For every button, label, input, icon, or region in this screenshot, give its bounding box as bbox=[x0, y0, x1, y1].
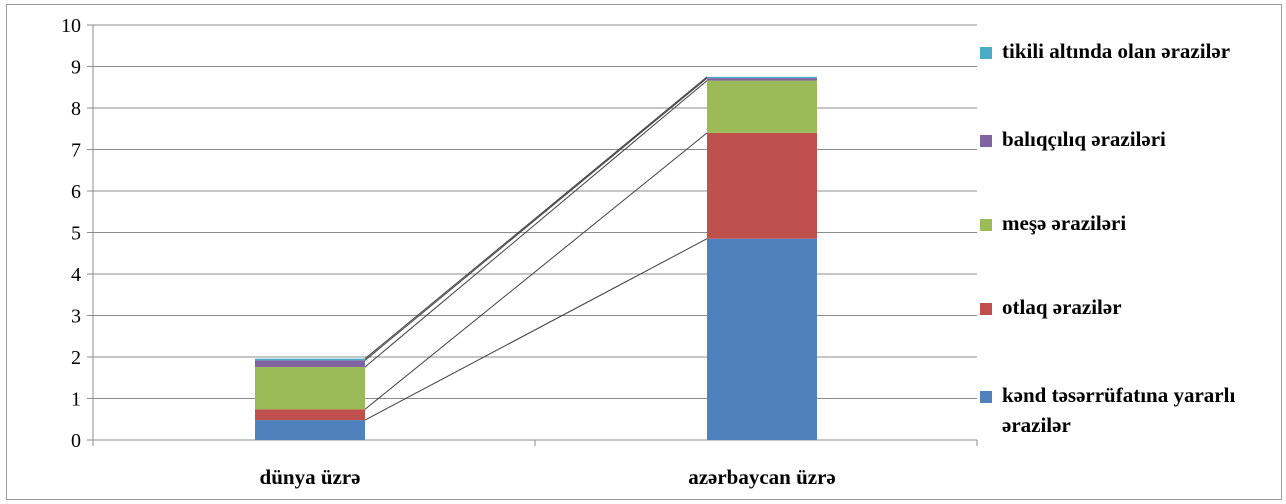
y-tick-label: 10 bbox=[61, 15, 81, 37]
x-category-label: azərbaycan üzrə bbox=[688, 465, 836, 489]
legend-label: kənd təsərrüfatına yararlı ərazilər bbox=[1002, 383, 1236, 437]
tick-labels: 0 1 2 3 4 5 6 7 8 9 10 dünya üzrə azərbaycan üzrə bbox=[61, 15, 836, 489]
legend-label: otlaq ərazilər bbox=[1002, 295, 1122, 319]
y-tick-label: 2 bbox=[71, 347, 81, 369]
legend-label: meşə əraziləri bbox=[1002, 211, 1127, 235]
series-line bbox=[364, 80, 708, 368]
bar-segment bbox=[707, 80, 817, 133]
bar-segment bbox=[255, 358, 365, 361]
y-tick-label: 4 bbox=[71, 264, 81, 286]
bar-segment bbox=[255, 420, 365, 440]
y-tick-label: 3 bbox=[71, 306, 81, 328]
y-tick-label: 1 bbox=[71, 389, 81, 411]
legend-label: tikili altında olan ərazilər bbox=[1002, 39, 1231, 63]
series-lines bbox=[364, 76, 708, 421]
series-line bbox=[364, 77, 708, 361]
y-tick-label: 8 bbox=[71, 98, 81, 120]
series-line bbox=[364, 238, 708, 421]
bar-segment bbox=[255, 409, 365, 421]
bar-segment bbox=[707, 132, 817, 239]
legend-label: balıqçılıq əraziləri bbox=[1002, 127, 1166, 151]
series-line bbox=[364, 76, 708, 360]
legend-swatch bbox=[980, 135, 992, 147]
y-tick-label: 6 bbox=[71, 181, 81, 203]
gridlines bbox=[93, 24, 977, 399]
bars bbox=[255, 76, 817, 440]
legend-swatch bbox=[980, 47, 992, 59]
chart-frame bbox=[6, 4, 1282, 500]
bar-segment bbox=[255, 360, 365, 367]
bar-segment bbox=[707, 78, 817, 81]
legend-swatch bbox=[980, 219, 992, 231]
bar-segment bbox=[707, 76, 817, 79]
legend-swatch bbox=[980, 303, 992, 315]
legend-swatch bbox=[980, 391, 992, 403]
y-tick-label: 0 bbox=[71, 430, 81, 452]
bar-segment bbox=[255, 366, 365, 410]
series-line bbox=[364, 132, 708, 410]
bar-segment bbox=[707, 238, 817, 440]
y-tick-label: 9 bbox=[71, 57, 81, 79]
x-category-label: dünya üzrə bbox=[260, 465, 361, 489]
axes bbox=[87, 24, 978, 446]
y-tick-label: 7 bbox=[71, 140, 81, 162]
y-tick-label: 5 bbox=[71, 223, 81, 245]
